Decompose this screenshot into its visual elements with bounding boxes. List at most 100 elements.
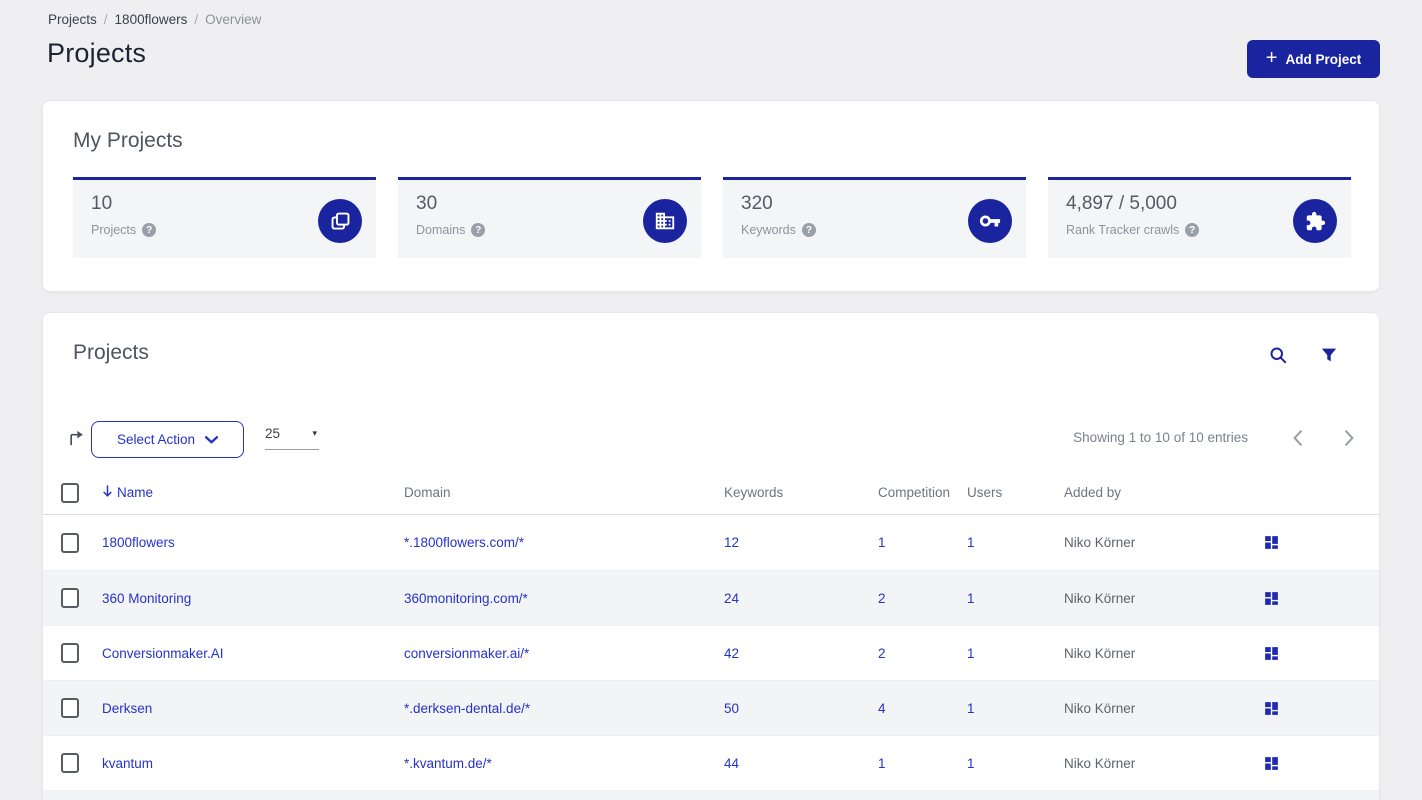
keywords-count-link[interactable]: 12 <box>724 535 740 550</box>
keywords-count-link[interactable]: 42 <box>724 645 740 661</box>
project-domain-link[interactable]: conversionmaker.ai/* <box>404 645 530 661</box>
breadcrumb-item-projects[interactable]: Projects <box>48 12 97 27</box>
project-name-link[interactable]: Derksen <box>102 700 153 716</box>
stat-label: Keywords <box>741 223 796 237</box>
row-checkbox[interactable] <box>61 753 79 773</box>
row-checkbox[interactable] <box>61 698 79 718</box>
stat-value: 4,897 / 5,000 <box>1066 193 1177 214</box>
add-project-button[interactable]: Add Project <box>1247 40 1380 78</box>
chevron-down-icon <box>204 432 219 447</box>
dashboard-grid-icon[interactable] <box>1263 645 1379 662</box>
export-arrow-icon[interactable] <box>66 428 86 453</box>
search-icon[interactable] <box>1268 345 1288 370</box>
stat-label: Rank Tracker crawls <box>1066 223 1180 237</box>
stat-tiles: 10 Projects 30 Domains <box>73 177 1351 258</box>
competition-count-link[interactable]: 4 <box>878 700 886 716</box>
page-title: Projects <box>47 38 147 68</box>
question-mark-icon[interactable] <box>142 223 157 237</box>
select-action-label: Select Action <box>116 432 196 447</box>
stat-label: Projects <box>91 223 137 237</box>
users-count-link[interactable]: 1 <box>967 755 975 771</box>
question-mark-icon[interactable] <box>471 223 486 237</box>
projects-card: Projects Select Action 25 <box>42 312 1380 800</box>
added-by-value: Niko Körner <box>1064 700 1136 716</box>
row-checkbox[interactable] <box>61 643 79 663</box>
table-row: kvantum *.kvantum.de/* 44 1 1 Niko Körne… <box>43 735 1379 790</box>
project-name-link[interactable]: Conversionmaker.AI <box>102 645 224 661</box>
project-domain-link[interactable]: 360monitoring.com/* <box>404 590 528 606</box>
stat-value: 320 <box>741 193 773 214</box>
added-by-value: Niko Körner <box>1064 645 1136 661</box>
project-domain-link[interactable]: *.derksen-dental.de/* <box>404 700 531 716</box>
page-size-value: 25 <box>265 426 281 441</box>
filter-funnel-icon[interactable] <box>1320 346 1338 369</box>
project-domain-link[interactable]: *.1800flowers.com/* <box>404 535 525 550</box>
dashboard-grid-icon[interactable] <box>1263 534 1379 551</box>
projects-section-title: Projects <box>73 341 149 364</box>
key-icon <box>968 199 1012 243</box>
added-by-value: Niko Körner <box>1064 535 1136 550</box>
stat-tile-rank-tracker: 4,897 / 5,000 Rank Tracker crawls <box>1048 177 1351 258</box>
column-label-name: Name <box>117 485 154 500</box>
my-projects-title: My Projects <box>73 129 183 152</box>
add-project-label: Add Project <box>1285 51 1362 67</box>
question-mark-icon[interactable] <box>801 223 816 237</box>
page-size-select[interactable]: 25 <box>265 426 319 450</box>
dashboard-grid-icon[interactable] <box>1263 590 1379 607</box>
project-domain-link[interactable]: *.kvantum.de/* <box>404 755 492 771</box>
stacked-pages-icon <box>318 199 362 243</box>
project-name-link[interactable]: 360 Monitoring <box>102 590 192 606</box>
keywords-count-link[interactable]: 44 <box>724 755 740 771</box>
keywords-count-link[interactable]: 50 <box>724 700 740 716</box>
sort-desc-icon <box>102 484 113 501</box>
column-header-added-by[interactable]: Added by <box>1064 485 1122 500</box>
keywords-count-link[interactable]: 24 <box>724 590 740 606</box>
competition-count-link[interactable]: 1 <box>878 755 886 771</box>
users-count-link[interactable]: 1 <box>967 700 975 716</box>
question-mark-icon[interactable] <box>1185 223 1200 237</box>
users-count-link[interactable]: 1 <box>967 590 975 606</box>
column-header-name[interactable]: Name <box>102 484 404 501</box>
column-header-competition[interactable]: Competition <box>878 485 951 500</box>
users-count-link[interactable]: 1 <box>967 645 975 661</box>
projects-table: Name Domain Keywords Competition Users A… <box>43 471 1379 800</box>
chevron-left-icon[interactable] <box>1293 430 1302 451</box>
row-checkbox[interactable] <box>61 532 79 553</box>
dashboard-grid-icon[interactable] <box>1263 755 1379 772</box>
select-all-checkbox[interactable] <box>61 482 79 503</box>
breadcrumb-separator: / <box>194 12 199 27</box>
added-by-value: Niko Körner <box>1064 590 1136 606</box>
table-row: 1800flowers *.1800flowers.com/* 12 1 1 N… <box>43 515 1379 570</box>
breadcrumb: Projects / 1800flowers / Overview <box>48 12 261 27</box>
column-header-keywords[interactable]: Keywords <box>724 485 784 500</box>
stat-tile-keywords: 320 Keywords <box>723 177 1026 258</box>
breadcrumb-item-1800flowers[interactable]: 1800flowers <box>114 12 188 27</box>
stat-value: 10 <box>91 193 113 214</box>
table-row: Derksen *.derksen-dental.de/* 50 4 1 Nik… <box>43 680 1379 735</box>
row-checkbox[interactable] <box>61 588 79 608</box>
stat-label: Domains <box>416 223 466 237</box>
dashboard-grid-icon[interactable] <box>1263 700 1379 717</box>
breadcrumb-item-overview: Overview <box>205 12 262 27</box>
breadcrumb-separator: / <box>103 12 108 27</box>
table-row: Conversionmaker.AI conversionmaker.ai/* … <box>43 625 1379 680</box>
stat-tile-domains: 30 Domains <box>398 177 701 258</box>
competition-count-link[interactable]: 2 <box>878 590 886 606</box>
users-count-link[interactable]: 1 <box>967 535 975 550</box>
building-icon <box>643 199 687 243</box>
competition-count-link[interactable]: 2 <box>878 645 886 661</box>
project-name-link[interactable]: 1800flowers <box>102 535 175 550</box>
chevron-right-icon[interactable] <box>1345 430 1354 451</box>
competition-count-link[interactable]: 1 <box>878 535 886 550</box>
my-projects-card: My Projects 10 Projects 30 Domai <box>42 100 1380 292</box>
project-name-link[interactable]: kvantum <box>102 755 154 771</box>
select-action-button[interactable]: Select Action <box>91 421 244 458</box>
column-header-users[interactable]: Users <box>967 485 1003 500</box>
added-by-value: Niko Körner <box>1064 755 1136 771</box>
pagination-status: Showing 1 to 10 of 10 entries <box>1073 430 1248 445</box>
column-header-domain[interactable]: Domain <box>404 485 451 500</box>
table-row: 360 Monitoring 360monitoring.com/* 24 2 … <box>43 570 1379 625</box>
plus-icon <box>1266 48 1278 68</box>
table-row-partial <box>43 790 1379 800</box>
